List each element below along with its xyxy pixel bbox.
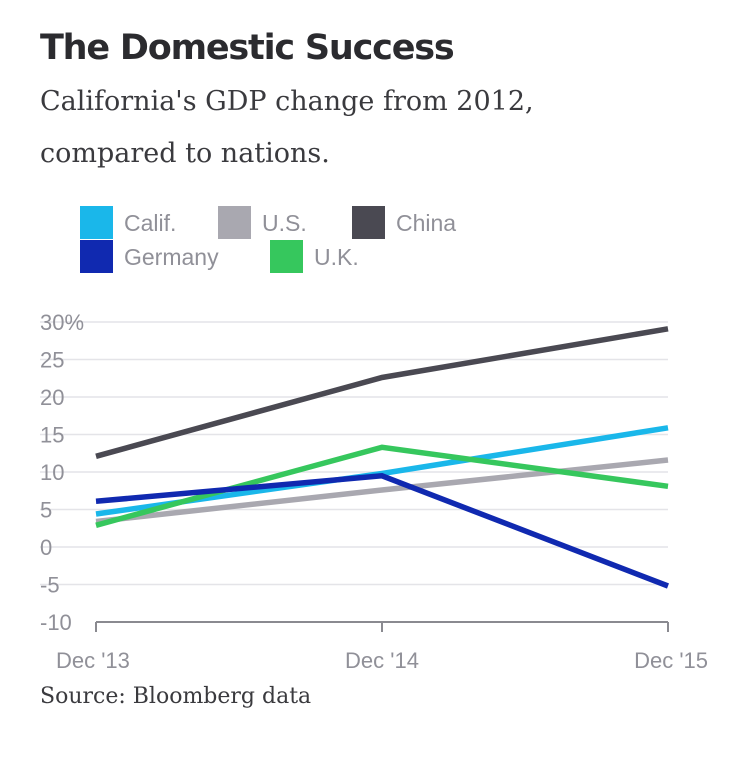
legend-label-u-k: U.K.: [314, 244, 359, 270]
y-tick-label: 30%: [40, 310, 84, 335]
series-line-u-s: [95, 457, 669, 525]
legend-label-china: China: [396, 210, 456, 236]
y-tick-label: 5: [40, 498, 52, 523]
y-tick-label: 15: [40, 423, 64, 448]
legend-label-calif: Calif.: [124, 210, 176, 236]
legend-swatch-calif: [80, 206, 113, 239]
chart-subtitle-line-2: compared to nations.: [40, 138, 330, 169]
legend-swatch-u-s: [218, 206, 251, 239]
series-line-u-k: [95, 444, 669, 528]
y-tick-label: 25: [40, 348, 64, 373]
source-note: Source: Bloomberg data: [40, 684, 312, 709]
y-tick-label: 20: [40, 385, 64, 410]
series-line-germany: [95, 473, 669, 589]
x-axis: Dec '13 Dec '14 Dec '15: [56, 621, 708, 673]
series-lines: [95, 326, 669, 589]
legend-swatch-china: [352, 206, 385, 239]
y-tick-label: -10: [40, 610, 72, 635]
chart-title: The Domestic Success: [40, 28, 455, 68]
x-tick-label: Dec '15: [634, 648, 708, 673]
y-tick-label: -5: [40, 573, 60, 598]
series-line-china: [95, 326, 669, 459]
chart-subtitle-line-1: California's GDP change from 2012,: [40, 86, 534, 117]
y-axis-ticks: 30% 25 20 15 10 5 0 -5 -10: [40, 310, 84, 635]
y-tick-label: 10: [40, 460, 64, 485]
y-tick-label: 0: [40, 535, 52, 560]
x-tick-label: Dec '13: [56, 648, 130, 673]
legend-swatch-germany: [80, 240, 113, 273]
legend-label-germany: Germany: [124, 244, 219, 270]
legend: Calif. U.S. China Germany U.K.: [80, 206, 456, 273]
legend-label-u-s: U.S.: [262, 210, 307, 236]
x-tick-label: Dec '14: [345, 648, 419, 673]
legend-swatch-u-k: [270, 240, 303, 273]
